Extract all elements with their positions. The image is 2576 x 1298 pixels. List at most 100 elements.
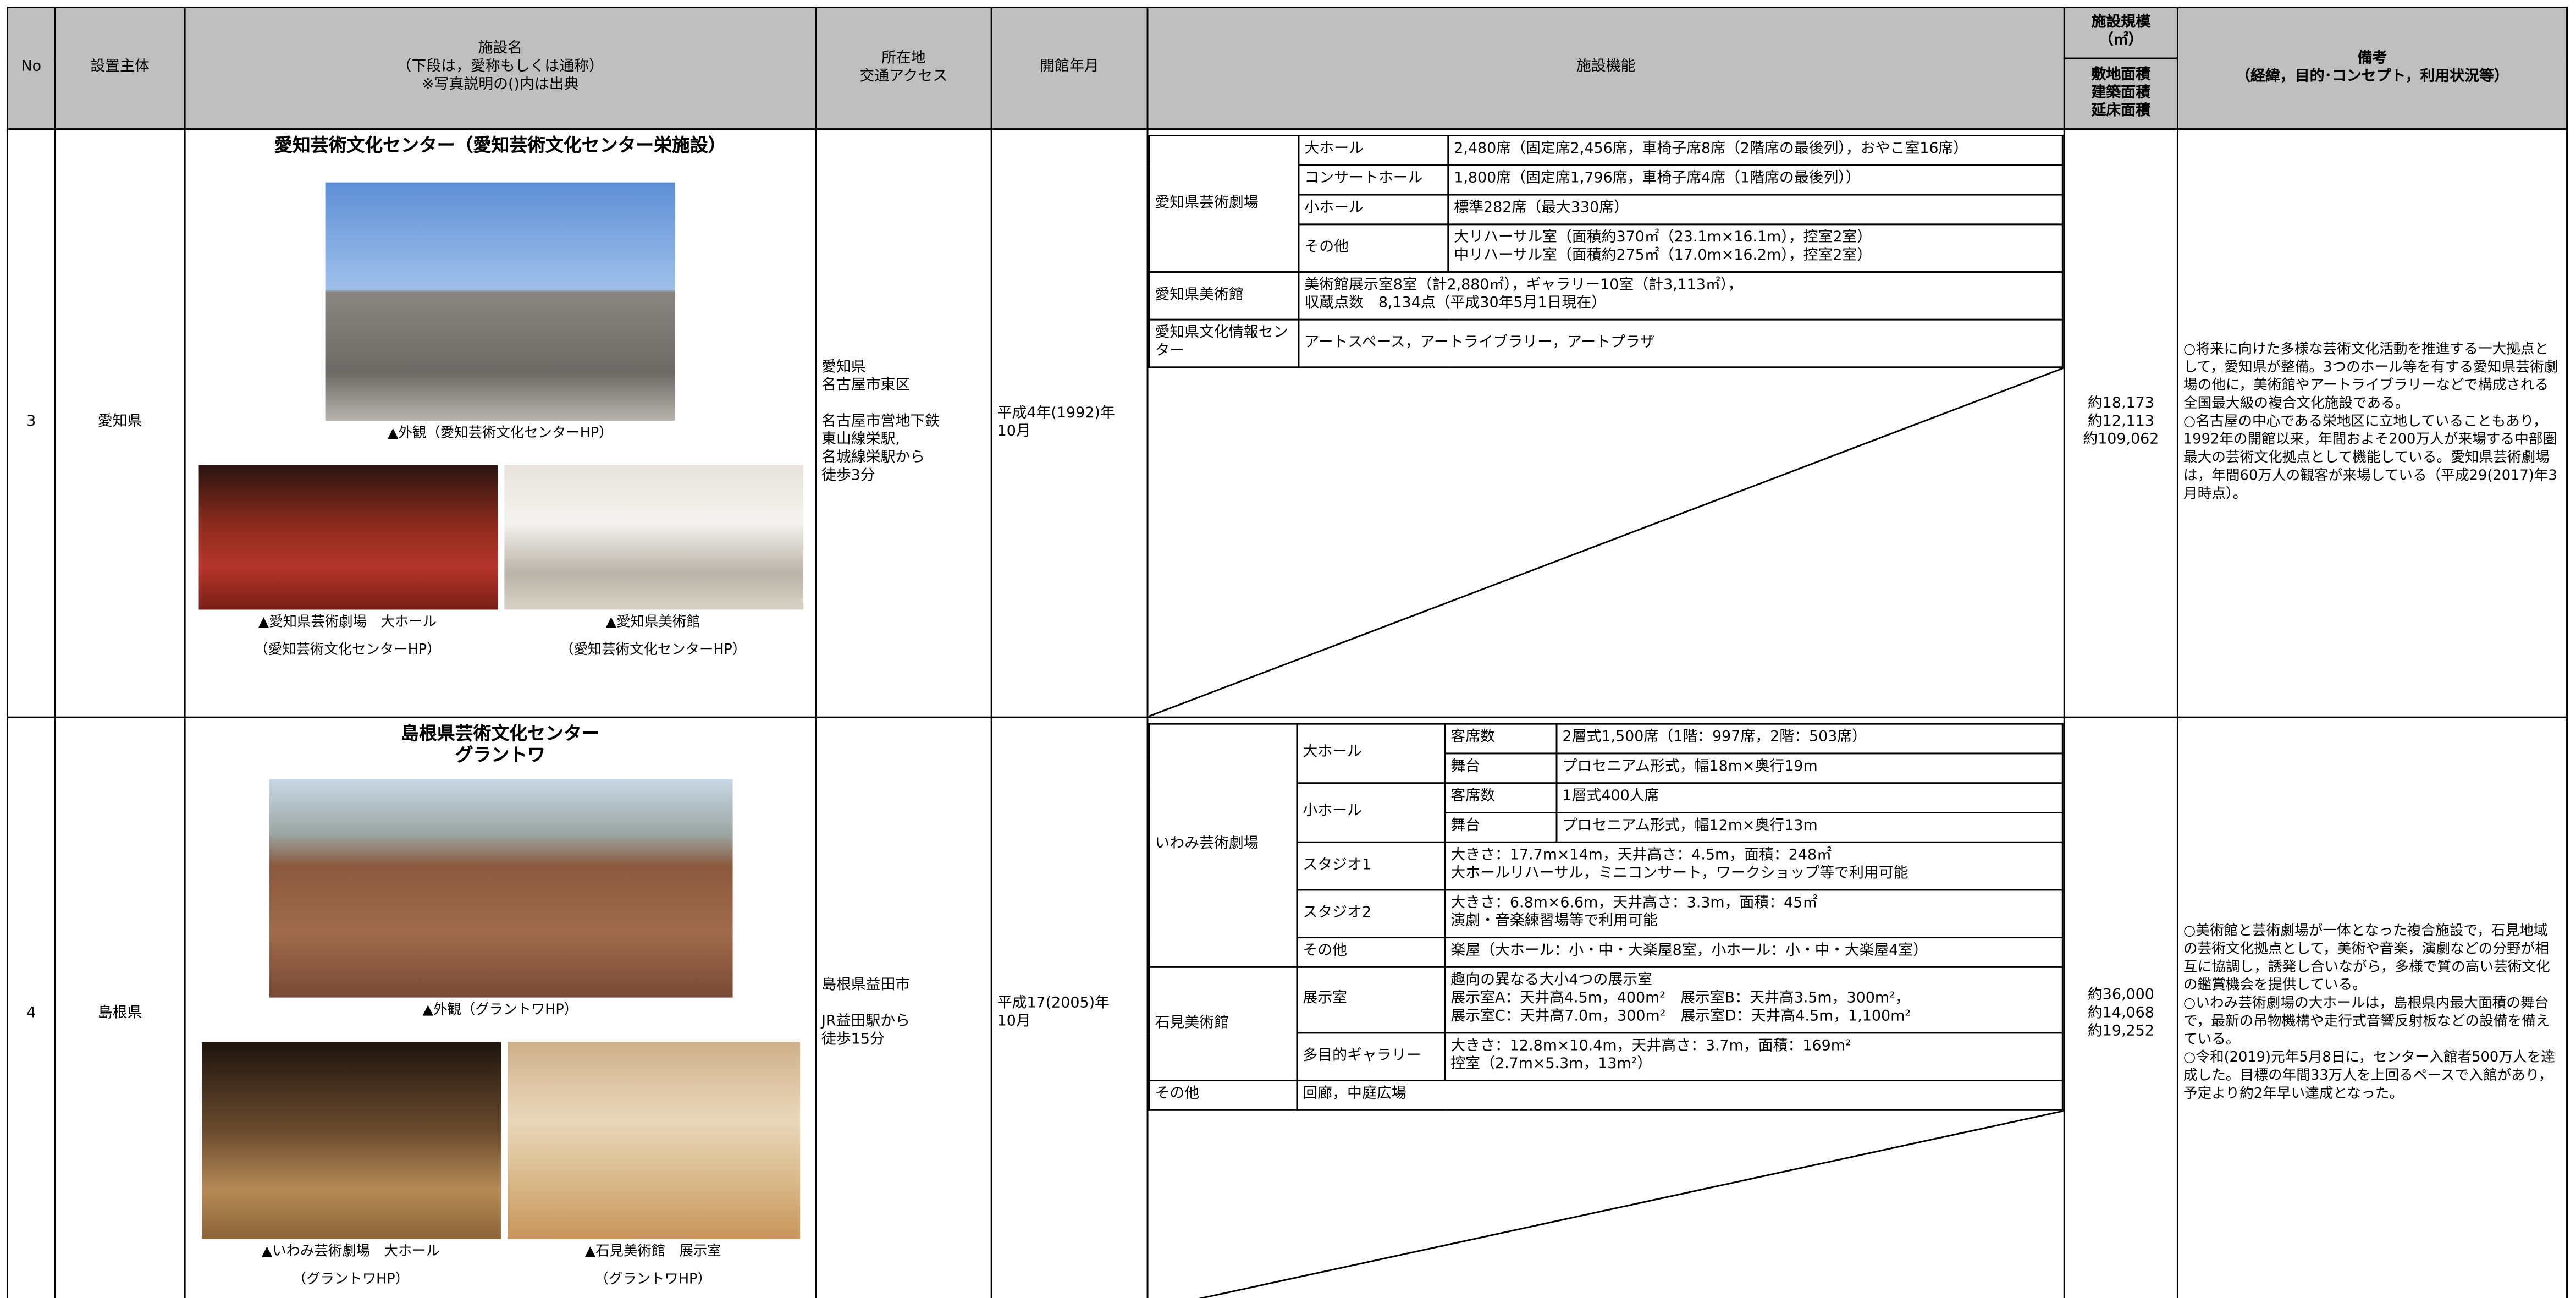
photo-row: ▲愛知県芸術劇場 大ホール （愛知芸術文化センターHP） ▲愛知県美術館 （愛知芸術文… <box>186 465 815 666</box>
header-cell: 設置主体 <box>54 6 186 130</box>
access-line: 名古屋市営地下鉄 <box>821 414 940 431</box>
table: No 設置主体 施設名 （下段は，愛称もしくは通称） ※写真説明の()内は出典 所在地 交通… <box>6 6 2568 1298</box>
detail-line: 大きさ：6.8m×6.6m，天井高さ：3.3m，面積：45㎡ <box>1450 895 1818 912</box>
detail-line: 中リハーサル室（面積約275㎡（17.0m×16.2m），控室2室） <box>1454 248 1872 265</box>
functions-cell: いわみ芸術劇場 大ホール 客席数 2層式1,500席（1階：997席，2階：503席）… <box>1146 716 2065 1298</box>
detail-line: 展示室C：天井高7.0m，300m² 展示室D：天井高4.5m，1,100m² <box>1450 1009 1911 1026</box>
photo-block: ▲愛知県美術館 （愛知芸術文化センターHP） <box>503 465 803 666</box>
function-detail: 1,800席（固定席1,796席，車椅子席4席（1階席の最後列）） <box>1447 164 2064 196</box>
photo <box>268 779 732 998</box>
header-line: 施設規模 <box>2091 14 2151 31</box>
functions-table: 愛知県芸術劇場 大ホール 2,480席（固定席2,456席，車椅子席8席（2階席の最… <box>1148 135 2064 369</box>
function-name: その他 <box>1148 1080 1298 1111</box>
table-row: 3 愛知県 愛知芸術文化センター（愛知芸術文化センター栄施設） ▲外観（愛知芸術文化セ… <box>6 128 2568 718</box>
notes-paragraph: ○名古屋の中心である栄地区に立地していることもあり，1992年の開館以来，年間お… <box>2183 414 2557 503</box>
function-row: その他 大リハーサル室（面積約370㎡（23.1m×16.1m），控室2室） 中リハ… <box>1149 223 2064 273</box>
header-cell: 施設機能 <box>1146 6 2065 130</box>
facility-name-line: 島根県芸術文化センター <box>401 723 600 745</box>
function-detail: 回廊，中庭広場 <box>1296 1080 2064 1111</box>
detail-line: 控室（2.7m×5.3m，13m²） <box>1450 1057 1652 1074</box>
function-detail: 2層式1,500席（1階：997席，2階：503席） <box>1555 723 2064 755</box>
detail-line: 展示室A：天井高4.5m，400m² 展示室B：天井高3.5m，300m²， <box>1450 991 1910 1008</box>
function-name: 展示室 <box>1296 966 1446 1034</box>
header-cell: 施設規模 （㎡） <box>2063 6 2178 59</box>
scale-line: 約109,062 <box>2083 432 2159 449</box>
caption-line: （愛知芸術文化センターHP） <box>254 642 441 659</box>
function-detail: プロセニアム形式，幅12m×奥行13m <box>1555 812 2064 843</box>
access-line: 徒歩15分 <box>821 1032 885 1049</box>
notes-paragraph: ○美術館と芸術劇場が一体となった複合施設で，石見地域の芸術文化拠点として，美術や… <box>2183 923 2550 994</box>
location: 島根県益田市 JR益田駅から 徒歩15分 <box>814 716 992 1298</box>
detail-line: 1,800席（固定席1,796席，車椅子席4席（1階席の最後列）） <box>1454 170 1861 188</box>
access: 名古屋市営地下鉄 東山線栄駅, 名城線栄駅から 徒歩3分 <box>821 414 986 486</box>
function-name: 舞台 <box>1444 752 1558 784</box>
function-row: コンサートホール 1,800席（固定席1,796席，車椅子席4席（1階席の最後列）… <box>1149 164 2064 196</box>
row-number: 4 <box>6 716 56 1298</box>
scale-line: 約12,113 <box>2087 414 2154 431</box>
function-name: 舞台 <box>1444 812 1558 843</box>
detail-line: 2層式1,500席（1階：997席，2階：503席） <box>1562 729 1867 746</box>
function-name: 愛知県美術館 <box>1148 271 1300 321</box>
function-name: 客席数 <box>1444 723 1558 755</box>
opened: 平成17(2005)年 10月 <box>990 716 1149 1298</box>
detail-line: 大ホールリハーサル，ミニコンサート，ワークショップ等で利用可能 <box>1450 866 1908 883</box>
detail-line: 2,480席（固定席2,456席，車椅子席8席（2階席の最後列），おやこ室16席… <box>1454 141 1968 158</box>
function-detail: アートスペース，アートライブラリー，アートプラザ <box>1298 318 2064 369</box>
detail-line: 大きさ：12.8m×10.4m，天井高さ：3.7m，面積：169m² <box>1450 1038 1851 1055</box>
function-name: スタジオ1 <box>1296 841 1446 891</box>
caption-line: ▲愛知県美術館 <box>605 614 700 631</box>
function-row: その他 楽屋（大ホール：小・中・大楽屋8室，小ホール：小・中・大楽屋4室） <box>1149 937 2064 968</box>
notes-paragraph: ○いわみ芸術劇場の大ホールは，島根県内最大面積の舞台で，最新の吊物機構や走行式音… <box>2183 996 2550 1049</box>
address: 愛知県 名古屋市東区 <box>821 360 986 396</box>
detail-line: アートスペース，アートライブラリー，アートプラザ <box>1304 334 1655 351</box>
detail-line: 大きさ：17.7m×14m，天井高さ：4.5m，面積：248㎡ <box>1450 848 1832 865</box>
photo-caption: ▲石見美術館 展示室 （グラントワHP） <box>507 1239 799 1295</box>
function-detail: プロセニアム形式，幅18m×奥行19m <box>1555 752 2064 784</box>
empty-area <box>1149 368 2064 716</box>
function-detail: 標準282席（最大330席） <box>1447 194 2064 226</box>
function-row: 愛知県芸術劇場 大ホール 2,480席（固定席2,456席，車椅子席8席（2階席の最… <box>1148 135 2064 273</box>
diagonal-line <box>1149 1111 2064 1298</box>
function-detail: 楽屋（大ホール：小・中・大楽屋8室，小ホール：小・中・大楽屋4室） <box>1444 937 2064 968</box>
location: 愛知県 名古屋市東区名古屋市営地下鉄 東山線栄駅, 名城線栄駅から 徒歩3分 <box>814 128 992 718</box>
detail-line: 収蔵点数 8,134点（平成30年5月1日現在） <box>1304 295 1607 312</box>
function-row: その他 回廊，中庭広場 <box>1148 1080 2064 1111</box>
detail-line: プロセニアム形式，幅18m×奥行19m <box>1562 759 1818 776</box>
function-row: 舞台 プロセニアム形式，幅18m×奥行19m <box>1149 752 2064 784</box>
photo-block: ▲外観（愛知芸術文化センターHP） <box>186 182 815 449</box>
function-detail: 美術館展示室8室（計2,880㎡），ギャラリー10室（計3,113㎡）， 収蔵点数… <box>1298 271 2064 321</box>
header-line: 交通アクセス <box>859 68 948 85</box>
function-row: スタジオ1 大きさ：17.7m×14m，天井高さ：4.5m，面積：248㎡ 大ホール… <box>1149 841 2064 891</box>
function-detail: 大きさ：17.7m×14m，天井高さ：4.5m，面積：248㎡ 大ホールリハーサル… <box>1444 841 2064 891</box>
detail-line: 楽屋（大ホール：小・中・大楽屋8室，小ホール：小・中・大楽屋4室） <box>1450 943 1928 960</box>
address: 島根県益田市 <box>821 978 986 996</box>
opened-line: 平成4年(1992)年 <box>997 405 1115 422</box>
header-line: 延床面積 <box>2091 102 2151 119</box>
header-row: 敷地面積 建築面積 延床面積 <box>7 57 2567 130</box>
function-name: 小ホール <box>1296 782 1446 843</box>
header-line: 所在地 <box>881 50 926 67</box>
scale-line: 約14,068 <box>2087 1005 2154 1021</box>
function-row: 多目的ギャラリー 大きさ：12.8m×10.4m，天井高さ：3.7m，面積：169… <box>1149 1032 2064 1082</box>
function-row: 舞台 プロセニアム形式，幅12m×奥行13m <box>1149 812 2064 843</box>
address-line: 名古屋市東区 <box>821 378 911 395</box>
facility-scale: 約18,173 約12,113 約109,062 <box>2063 128 2178 718</box>
caption-line: （愛知芸術文化センターHP） <box>560 642 747 659</box>
photo-caption: ▲愛知県芸術劇場 大ホール （愛知芸術文化センターHP） <box>198 610 497 666</box>
header-line: （経緯，目的･コンセプト，利用状況等） <box>2236 68 2509 85</box>
functions: 愛知県芸術劇場 大ホール 2,480席（固定席2,456席，車椅子席8席（2階席の最… <box>1148 130 2064 717</box>
function-name: 小ホール <box>1298 194 1449 226</box>
header-line: 敷地面積 <box>2091 67 2151 83</box>
detail-line: 演劇・音楽練習場等で利用可能 <box>1450 914 1658 931</box>
function-name: 客席数 <box>1444 782 1558 814</box>
header-cell: 備考 （経緯，目的･コンセプト，利用状況等） <box>2176 6 2568 130</box>
header-line: 建築面積 <box>2091 84 2151 101</box>
photo-block: ▲外観（グラントワHP） <box>186 779 815 1025</box>
caption-line: （グラントワHP） <box>594 1272 711 1289</box>
notes-paragraph: ○将来に向けた多様な芸術文化活動を推進する一大拠点として，愛知県が整備。3つのホ… <box>2183 342 2558 413</box>
caption-line: （グラントワHP） <box>292 1272 410 1289</box>
caption-line: ▲外観（グラントワHP） <box>422 1002 578 1019</box>
detail-line: プロセニアム形式，幅12m×奥行13m <box>1562 818 1818 835</box>
